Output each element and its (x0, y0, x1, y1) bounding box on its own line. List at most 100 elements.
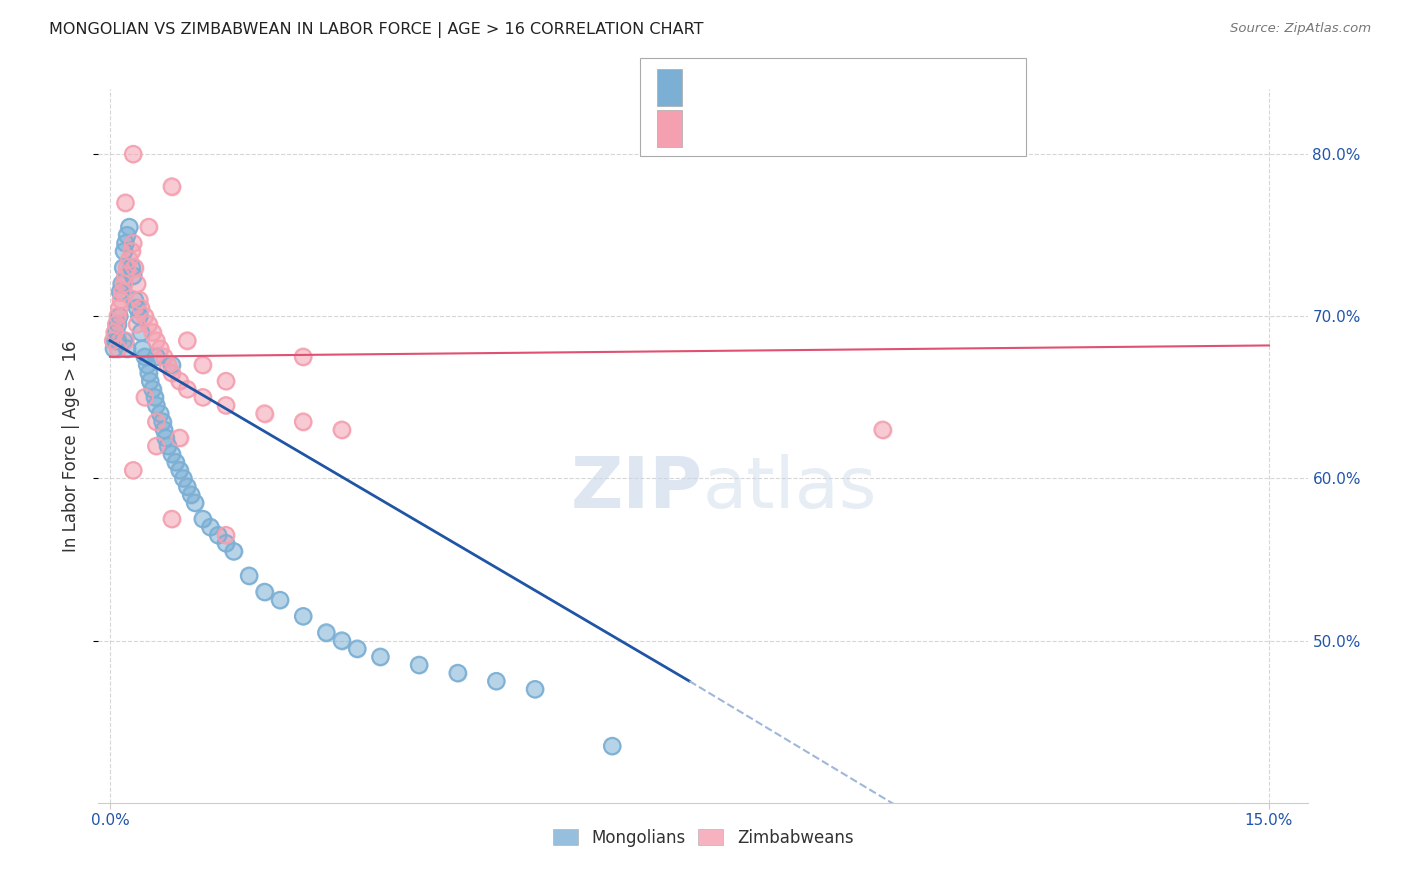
Point (125, 277, 148, 291)
Point (215, 399, 238, 413)
Point (115, 260, 138, 275)
Point (134, 390, 156, 404)
Point (600, 739, 623, 753)
Point (176, 479, 198, 493)
Point (191, 390, 214, 404)
Point (292, 609, 315, 624)
Point (104, 334, 127, 348)
Point (128, 293, 150, 307)
Point (215, 399, 238, 413)
Point (153, 350, 176, 364)
Point (143, 390, 166, 404)
Point (191, 512, 214, 526)
Point (114, 236, 136, 251)
Point (141, 326, 163, 340)
Point (485, 674, 508, 689)
Point (269, 593, 291, 607)
Point (128, 310, 150, 324)
Point (238, 568, 260, 582)
Text: -0.017: -0.017 (747, 121, 796, 136)
Point (152, 415, 174, 429)
Point (330, 423, 353, 437)
Point (101, 334, 124, 348)
Point (138, 318, 160, 332)
Point (104, 326, 127, 340)
Point (118, 220, 141, 235)
Text: N =: N = (827, 121, 870, 136)
Point (155, 431, 177, 445)
Point (315, 625, 337, 640)
Point (145, 399, 167, 413)
Point (108, 301, 131, 315)
Point (122, 236, 145, 251)
Point (108, 285, 131, 299)
Point (101, 334, 124, 348)
Point (292, 415, 315, 429)
Point (115, 260, 138, 275)
Point (149, 407, 172, 421)
Point (134, 350, 156, 364)
Point (169, 374, 191, 388)
Point (111, 285, 134, 299)
Point (134, 310, 156, 324)
Point (370, 649, 392, 664)
Point (152, 415, 174, 429)
Point (447, 666, 470, 681)
Point (134, 350, 156, 364)
Point (145, 415, 167, 429)
Point (145, 350, 167, 364)
Point (160, 512, 183, 526)
Point (121, 244, 143, 259)
Point (128, 293, 150, 307)
Point (136, 358, 159, 372)
Point (114, 236, 136, 251)
Point (523, 682, 546, 697)
Point (215, 536, 238, 550)
Point (138, 220, 160, 235)
Point (191, 358, 214, 372)
Point (222, 544, 245, 558)
Point (160, 179, 183, 194)
Point (114, 195, 136, 210)
Point (191, 358, 214, 372)
Point (108, 285, 131, 299)
Point (523, 682, 546, 697)
Point (292, 350, 315, 364)
Point (292, 350, 315, 364)
Point (145, 350, 167, 364)
Point (136, 358, 159, 372)
Point (315, 625, 337, 640)
Point (145, 415, 167, 429)
Point (207, 528, 229, 542)
Point (169, 374, 191, 388)
Point (108, 310, 131, 324)
Point (180, 488, 202, 502)
Point (122, 147, 145, 161)
Point (253, 407, 276, 421)
Point (153, 350, 176, 364)
Point (191, 390, 214, 404)
Point (215, 536, 238, 550)
Text: 61: 61 (890, 80, 910, 95)
Point (269, 593, 291, 607)
Point (253, 585, 276, 599)
Point (292, 609, 315, 624)
Point (176, 334, 198, 348)
Point (134, 390, 156, 404)
Point (118, 252, 141, 267)
Point (253, 585, 276, 599)
Point (139, 374, 162, 388)
Text: ZIP: ZIP (571, 454, 703, 524)
Point (485, 674, 508, 689)
Point (105, 326, 128, 340)
Point (176, 382, 198, 396)
Point (141, 382, 163, 396)
Point (138, 366, 160, 380)
Point (124, 260, 146, 275)
Point (180, 488, 202, 502)
Point (370, 649, 392, 664)
Point (114, 195, 136, 210)
FancyBboxPatch shape (640, 58, 1026, 156)
Point (169, 463, 191, 477)
Point (172, 471, 194, 485)
